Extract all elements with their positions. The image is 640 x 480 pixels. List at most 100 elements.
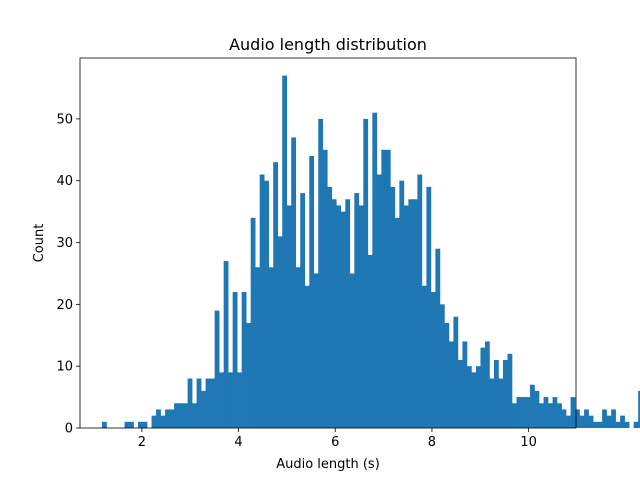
histogram-bar — [502, 360, 508, 428]
histogram-bar — [484, 341, 490, 428]
histogram-bar — [372, 112, 378, 429]
histogram-bar — [593, 421, 598, 428]
histogram-bar — [318, 118, 324, 428]
histogram-bar — [516, 397, 522, 428]
histogram-bar — [624, 421, 630, 428]
histogram-bar — [291, 137, 297, 428]
histogram-bar — [588, 415, 594, 428]
histogram-bar — [237, 372, 242, 428]
histogram-bar — [165, 409, 170, 428]
histogram-bar — [228, 372, 233, 428]
histogram-bar — [633, 421, 639, 428]
histogram-bar — [638, 390, 640, 428]
histogram-bar — [534, 390, 540, 428]
histogram-bar — [584, 409, 589, 428]
histogram-bar — [313, 273, 319, 428]
y-tick-label: 20 — [56, 298, 73, 313]
histogram-bar — [138, 421, 143, 428]
x-tick-label: 4 — [234, 435, 242, 450]
histogram-bar — [345, 199, 351, 428]
histogram-bar — [557, 403, 562, 428]
histogram-bar — [268, 267, 274, 428]
x-axis-label: Audio length (s) — [276, 457, 380, 472]
y-axis-label: Count — [32, 224, 47, 263]
histogram-bar — [552, 397, 558, 428]
y-tick-label: 0 — [65, 422, 73, 437]
histogram-bar — [304, 285, 310, 428]
histogram-bars — [102, 75, 640, 429]
histogram-bar — [376, 174, 382, 428]
y-tick-label: 40 — [56, 174, 73, 189]
histogram-bar — [295, 267, 301, 428]
histogram-bar — [611, 409, 616, 428]
histogram-bar — [124, 421, 130, 428]
histogram-bar — [327, 186, 333, 428]
histogram-bar — [340, 211, 346, 428]
histogram-bar — [286, 205, 292, 428]
histogram-bar — [102, 421, 107, 428]
y-tick-label: 10 — [56, 360, 73, 375]
histogram-bar — [597, 421, 603, 428]
histogram-bar — [223, 261, 229, 428]
histogram-bar — [187, 378, 193, 428]
histogram-bar — [421, 285, 427, 428]
x-tick-label: 10 — [520, 435, 537, 450]
histogram-bar — [399, 180, 405, 428]
histogram-bar — [363, 118, 369, 428]
histogram-bar — [169, 409, 175, 428]
histogram-bar — [466, 366, 472, 428]
histogram-bar — [250, 217, 256, 428]
histogram-bar — [196, 378, 202, 428]
histogram-bar — [178, 403, 184, 428]
histogram-bar — [489, 378, 495, 428]
histogram-bar — [620, 415, 625, 428]
x-axis-ticks: 2 4 6 8 10 — [138, 428, 537, 450]
histogram-bar — [201, 390, 206, 428]
histogram-bar — [259, 174, 265, 428]
histogram-bar — [521, 397, 526, 428]
histogram-bar — [561, 409, 567, 428]
histogram-bar — [493, 360, 499, 428]
histogram-bar — [575, 409, 580, 428]
histogram-bar — [160, 415, 166, 428]
histogram-bar — [408, 199, 414, 428]
histogram-bar — [129, 421, 134, 428]
histogram-bar — [246, 322, 251, 428]
histogram-bar — [151, 415, 157, 428]
y-axis-ticks: 0 10 20 30 40 50 — [56, 112, 80, 437]
x-tick-label: 6 — [331, 435, 339, 450]
histogram-bar — [530, 384, 535, 428]
histogram-bar — [192, 403, 197, 428]
histogram-bar — [512, 403, 517, 428]
histogram-bar — [439, 304, 445, 428]
histogram-bar — [498, 378, 504, 428]
histogram-bar — [606, 415, 612, 428]
histogram-bar — [241, 291, 247, 428]
histogram-bar — [566, 415, 571, 428]
histogram-bar — [174, 403, 179, 428]
histogram-bar — [394, 217, 400, 428]
histogram-bar — [539, 403, 544, 428]
histogram-bar — [219, 372, 224, 428]
histogram-bar — [183, 403, 188, 428]
histogram-bar — [282, 75, 288, 429]
histogram-bar — [156, 409, 161, 428]
histogram-bar — [475, 366, 481, 428]
histogram-bar — [548, 403, 553, 428]
histogram-bar — [457, 360, 463, 428]
histogram-bar — [205, 378, 211, 428]
histogram-bar — [367, 254, 373, 428]
histogram-bar — [277, 236, 283, 428]
histogram-bar — [336, 205, 342, 428]
histogram-bar — [417, 174, 423, 428]
histogram-bar — [142, 421, 148, 428]
histogram-bar — [615, 421, 621, 428]
histogram-bar — [232, 291, 238, 428]
x-tick-label: 2 — [138, 435, 146, 450]
histogram-bar — [462, 341, 468, 428]
histogram-bar — [264, 180, 270, 428]
histogram-bar — [381, 149, 387, 429]
histogram-bar — [210, 378, 215, 428]
histogram-bar — [480, 347, 486, 428]
